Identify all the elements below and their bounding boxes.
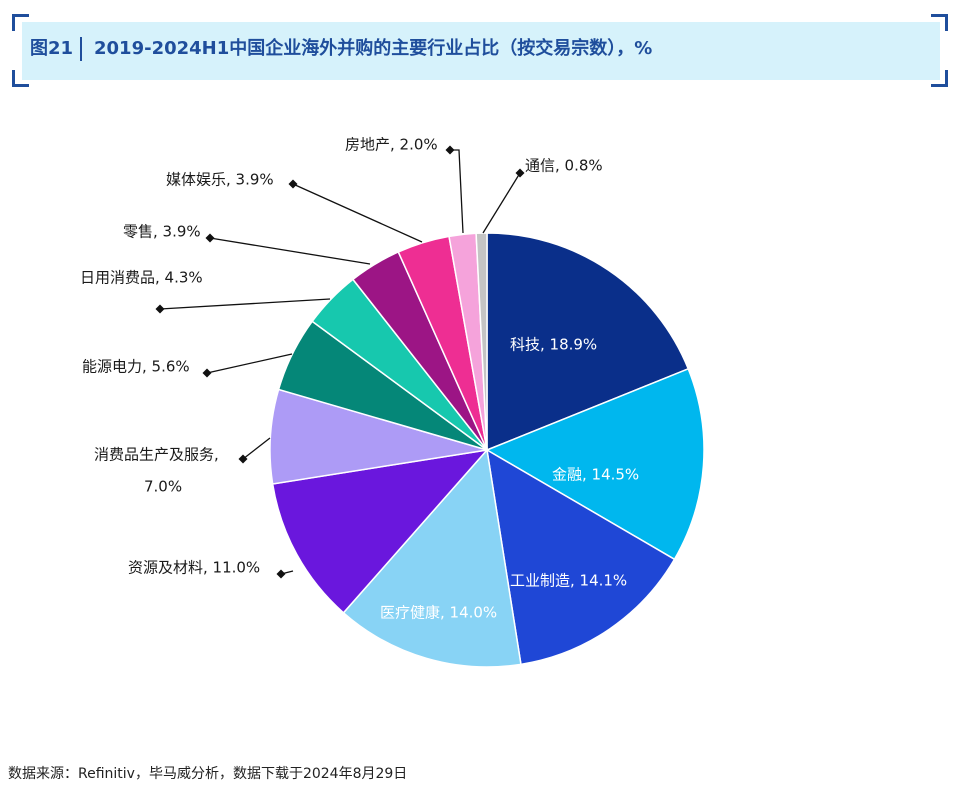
pie-slice-2 bbox=[485, 367, 705, 561]
corner-bracket-bottom-left bbox=[12, 70, 29, 87]
pie-slice-1 bbox=[486, 232, 690, 452]
chart-title: 2019-2024H1中国企业海外并购的主要行业占比（按交易宗数），% bbox=[94, 38, 653, 59]
leader-marker-5 bbox=[276, 569, 286, 579]
leader-line-6 bbox=[242, 437, 271, 460]
data-label-8: 日用消费品, 4.3% bbox=[80, 269, 203, 287]
data-label-7: 能源电力, 5.6% bbox=[82, 358, 190, 376]
data-label-11: 房地产, 2.0% bbox=[345, 136, 438, 154]
source-note: 数据来源：Refinitiv，毕马威分析，数据下载于2024年8月29日 bbox=[8, 766, 408, 782]
pie-slice-3 bbox=[486, 448, 676, 666]
leader-marker-8 bbox=[155, 304, 165, 314]
pie-slices bbox=[269, 232, 705, 668]
pie-slice-5 bbox=[271, 448, 489, 614]
data-label-2: 金融, 14.5% bbox=[552, 466, 639, 484]
data-labels: 科技, 18.9% 金融, 14.5% 工业制造, 14.1% 医疗健康, 14.0%… bbox=[80, 136, 639, 622]
data-label-6-line2: 7.0% bbox=[144, 478, 182, 496]
pie-slice-4 bbox=[342, 448, 522, 668]
data-label-1: 科技, 18.9% bbox=[510, 336, 597, 354]
corner-bracket-top-left bbox=[12, 14, 29, 31]
data-label-3: 工业制造, 14.1% bbox=[510, 572, 627, 590]
data-label-5: 资源及材料, 11.0% bbox=[128, 559, 260, 577]
data-label-12: 通信, 0.8% bbox=[525, 157, 603, 175]
pie-slice-12 bbox=[475, 232, 488, 451]
leader-line-9 bbox=[209, 237, 371, 265]
leader-marker-9 bbox=[205, 233, 215, 243]
figure-number: 图21 bbox=[30, 37, 83, 61]
title-banner bbox=[22, 22, 940, 80]
leader-marker-11 bbox=[445, 145, 455, 155]
leader-marker-7 bbox=[202, 368, 212, 378]
leader-lines bbox=[155, 145, 525, 579]
data-label-10: 媒体娱乐, 3.9% bbox=[166, 171, 274, 189]
leader-line-11 bbox=[450, 149, 464, 234]
leader-marker-12 bbox=[515, 168, 525, 178]
data-label-6: 消费品生产及服务, bbox=[94, 446, 219, 464]
leader-marker-10 bbox=[288, 179, 298, 189]
leader-marker-6 bbox=[238, 454, 248, 464]
corner-bracket-top-right bbox=[931, 14, 948, 31]
leader-line-12 bbox=[482, 172, 521, 234]
corner-bracket-bottom-right bbox=[931, 70, 948, 87]
leader-line-8 bbox=[159, 298, 331, 310]
leader-line-10 bbox=[292, 183, 423, 243]
leader-line-7 bbox=[206, 353, 293, 374]
data-label-9: 零售, 3.9% bbox=[123, 223, 201, 241]
data-label-4: 医疗健康, 14.0% bbox=[380, 604, 497, 622]
